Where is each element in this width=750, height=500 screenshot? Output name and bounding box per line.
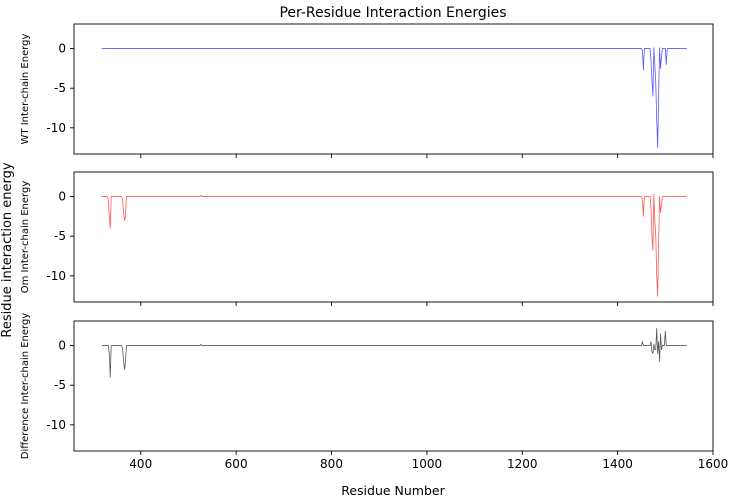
- y-tick-label: -5: [54, 81, 66, 95]
- x-tick-label: 800: [320, 457, 343, 471]
- series-line: [101, 193, 687, 297]
- x-tick-label: 1600: [698, 457, 729, 471]
- panel-wt: 0 -5 -10 WT Inter-chain Energy: [20, 23, 714, 158]
- y-tick-label: -10: [46, 418, 66, 432]
- x-tick-label: 1000: [412, 457, 443, 471]
- y-tick-label: -5: [54, 378, 66, 392]
- x-tick-label: 600: [225, 457, 248, 471]
- x-tick-label: 400: [129, 457, 152, 471]
- panel-difference: 0 -5 -10 400 600 800 1000 1200 1400 1600 Differenc…: [20, 313, 728, 471]
- panel-y-axis-label: Om Inter-chain Energy: [20, 181, 31, 294]
- x-tick-label: 1400: [602, 457, 633, 471]
- y-tick-label: -10: [46, 269, 66, 283]
- plot-frame: [73, 171, 714, 303]
- x-tick-label: 1200: [507, 457, 538, 471]
- panel-y-axis-label: WT Inter-chain Energy: [20, 33, 31, 144]
- plot-frame: [73, 23, 714, 155]
- y-tick-label: -5: [54, 229, 66, 243]
- panel-y-axis-label: Difference Inter-chain Energy: [20, 313, 31, 460]
- y-tick-label: -10: [46, 121, 66, 135]
- panel-om: 0 -5 -10 Om Inter-chain Energy: [20, 171, 714, 306]
- y-tick-label: 0: [58, 42, 66, 56]
- series-line: [101, 47, 687, 149]
- y-tick-label: 0: [58, 339, 66, 353]
- y-tick-label: 0: [58, 190, 66, 204]
- shared-y-axis-label: Residue interaction energy: [0, 162, 15, 337]
- plot-frame: [73, 320, 714, 452]
- chart-title: Per-Residue Interaction Energies: [279, 5, 506, 21]
- series-line: [101, 327, 687, 378]
- x-axis-label: Residue Number: [341, 483, 445, 498]
